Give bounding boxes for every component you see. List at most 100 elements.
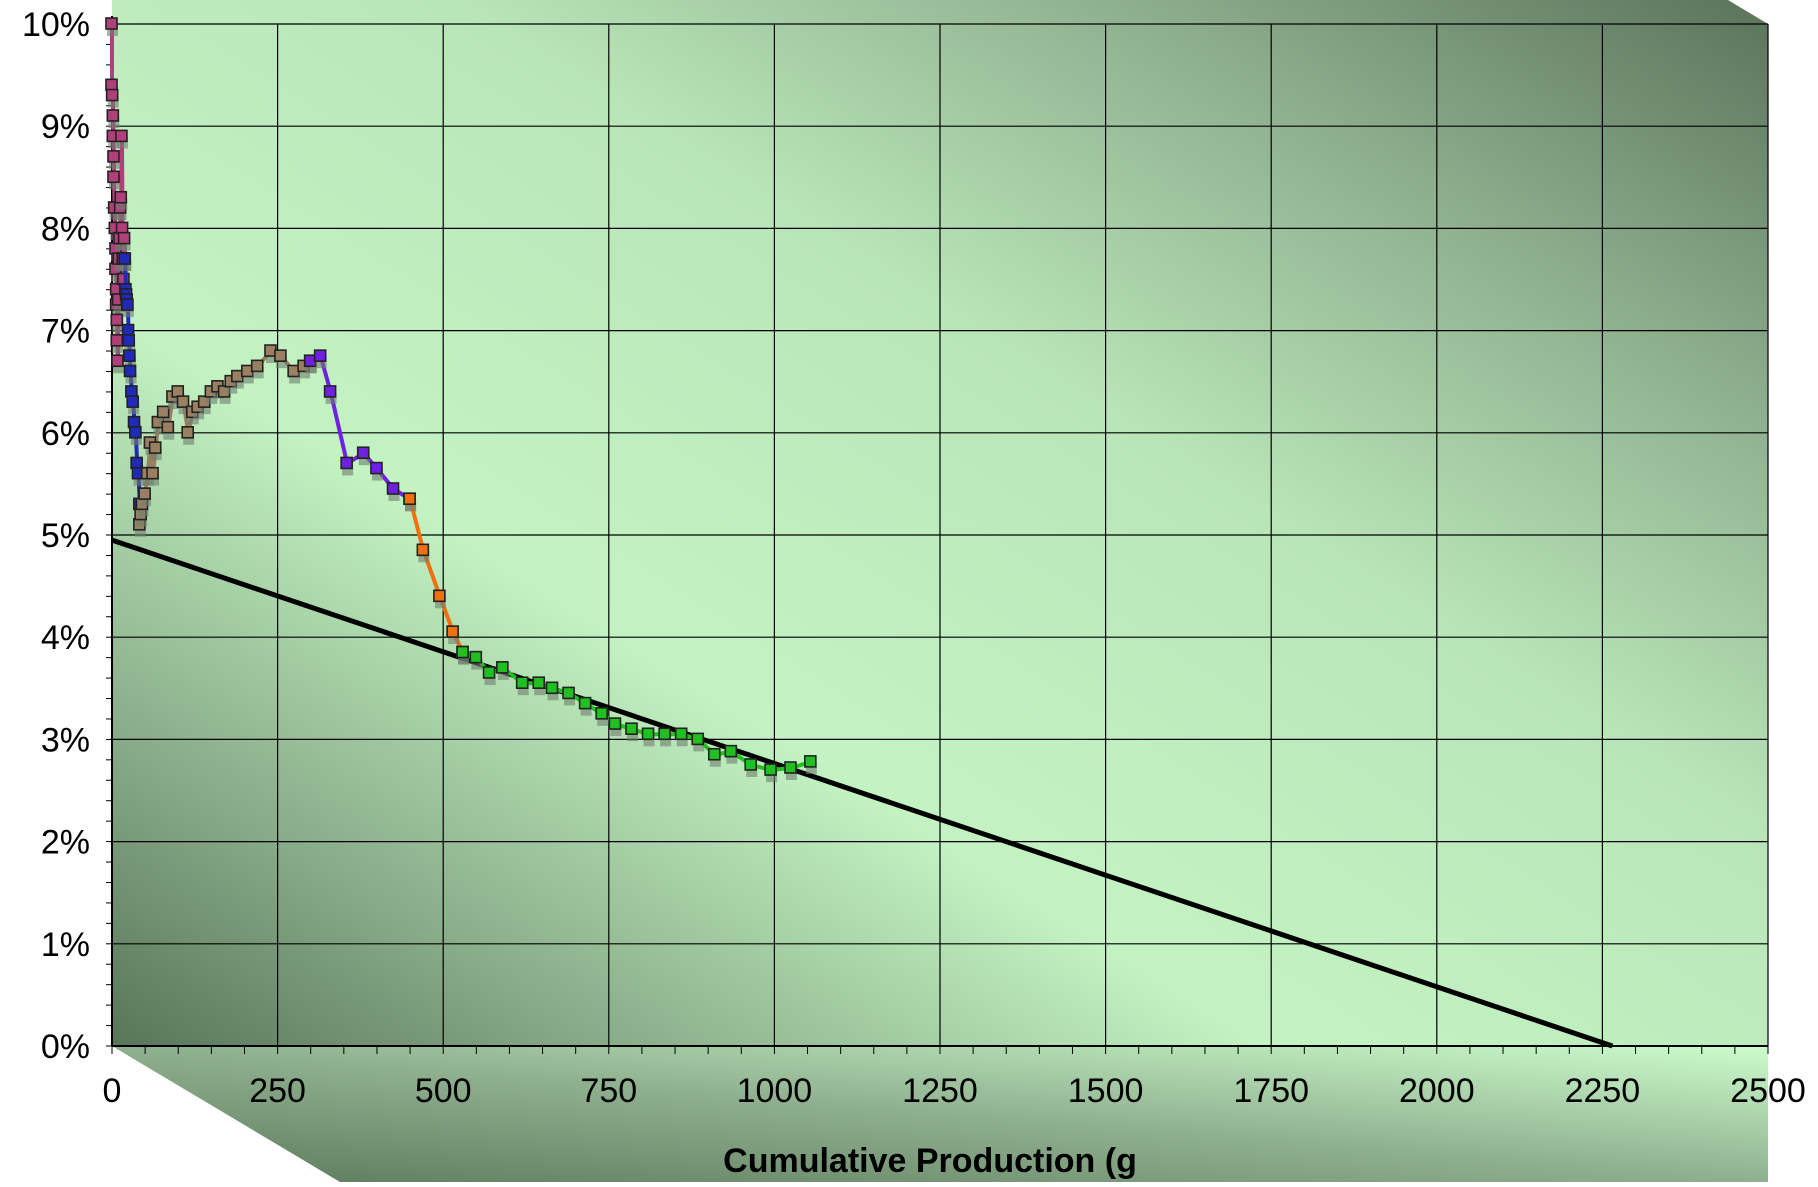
marker-shadow xyxy=(418,551,430,563)
series-line xyxy=(462,650,812,773)
trendline-group xyxy=(111,537,1614,1049)
x-tick-label: 1250 xyxy=(902,1072,978,1110)
x-tick-label: 2250 xyxy=(1565,1072,1641,1110)
marker-shadow xyxy=(265,352,277,364)
marker-shadow xyxy=(226,382,238,394)
data-point xyxy=(123,364,137,378)
marker-shadow xyxy=(120,260,132,272)
marker-shadow xyxy=(448,633,460,645)
y-tick-label: 9% xyxy=(41,108,90,146)
data-point xyxy=(107,170,120,184)
x-tick-label: 2000 xyxy=(1399,1072,1475,1110)
data-point xyxy=(117,231,131,245)
data-point xyxy=(356,446,370,460)
data-point xyxy=(106,109,120,122)
x-tick-label: 1750 xyxy=(1233,1072,1309,1110)
marker-shadow xyxy=(108,116,120,128)
marker-shadow xyxy=(109,208,121,220)
data-point xyxy=(126,395,139,408)
tick-labels: 0 250 500 750 1000 1250 1500 1750 2000 2250 2500 0%… xyxy=(22,6,1806,1110)
marker-shadow xyxy=(116,137,128,149)
side-panel xyxy=(0,0,112,1046)
data-point xyxy=(105,88,119,102)
marker-shadow xyxy=(289,372,301,384)
marker-shadow xyxy=(580,704,592,716)
data-point xyxy=(496,661,509,674)
data-point xyxy=(129,425,142,439)
marker-shadow xyxy=(140,495,152,507)
data-point xyxy=(274,349,287,362)
data-point xyxy=(323,385,337,398)
x-tick-label: 0 xyxy=(103,1072,122,1110)
series-group xyxy=(105,17,817,783)
marker-shadow xyxy=(342,464,354,476)
marker-shadow xyxy=(785,769,797,781)
x-tick-label: 750 xyxy=(580,1072,637,1110)
data-point xyxy=(403,492,416,506)
marker-shadow xyxy=(497,668,509,680)
data-point xyxy=(433,589,446,603)
series-1 xyxy=(105,17,132,374)
data-point xyxy=(595,707,608,720)
y-tick-label: 8% xyxy=(41,210,90,248)
marker-shadow xyxy=(108,178,120,190)
x-axis-title: Cumulative Production (g xyxy=(723,1142,1137,1180)
y-tick-label: 5% xyxy=(41,517,90,555)
y-tick-label: 4% xyxy=(41,619,90,657)
marker-shadow xyxy=(116,198,128,210)
marker-shadow xyxy=(193,408,205,420)
data-point xyxy=(171,385,185,398)
marker-shadow xyxy=(137,505,149,517)
data-point xyxy=(148,441,162,454)
marker-shadow xyxy=(252,367,264,379)
marker-shadow xyxy=(709,755,721,767)
marker-shadow xyxy=(124,357,136,369)
x-tick-label: 250 xyxy=(249,1072,306,1110)
marker-shadow xyxy=(178,403,190,415)
data-point xyxy=(545,681,559,695)
data-point xyxy=(146,466,159,480)
marker-shadow xyxy=(183,433,195,445)
data-point xyxy=(313,349,327,362)
data-point xyxy=(370,461,383,475)
marker-shadow xyxy=(199,403,211,415)
data-point xyxy=(625,722,638,735)
marker-shadow xyxy=(305,362,317,374)
marker-shadow xyxy=(315,357,327,369)
marker-shadow xyxy=(148,474,160,486)
marker-shadow xyxy=(471,658,483,670)
marker-shadow xyxy=(128,403,140,415)
marker-shadow xyxy=(484,673,496,685)
data-point xyxy=(804,755,817,768)
x-tick-label: 500 xyxy=(415,1072,472,1110)
data-point xyxy=(107,150,120,163)
series-6 xyxy=(456,645,817,783)
marker-shadow xyxy=(726,752,738,764)
data-point xyxy=(744,758,758,771)
marker-shadow xyxy=(163,428,175,440)
data-point xyxy=(658,727,671,741)
data-point xyxy=(115,129,128,143)
marker-shadow xyxy=(136,515,148,527)
marker-shadow xyxy=(219,392,231,404)
marker-shadow xyxy=(299,367,311,379)
data-point xyxy=(724,744,738,758)
data-point xyxy=(125,385,138,398)
data-point xyxy=(181,425,194,439)
marker-shadow xyxy=(388,490,400,502)
data-point xyxy=(111,354,124,368)
data-point xyxy=(123,349,136,362)
marker-shadow xyxy=(115,208,127,220)
marker-shadow xyxy=(405,500,417,512)
data-point xyxy=(784,761,797,774)
data-point xyxy=(110,334,124,347)
marker-shadow xyxy=(134,525,146,537)
data-point xyxy=(482,666,496,679)
data-point xyxy=(138,487,151,500)
marker-shadow xyxy=(610,725,622,737)
marker-shadow xyxy=(112,362,124,374)
marker-shadow xyxy=(660,735,672,747)
data-point xyxy=(674,727,688,741)
